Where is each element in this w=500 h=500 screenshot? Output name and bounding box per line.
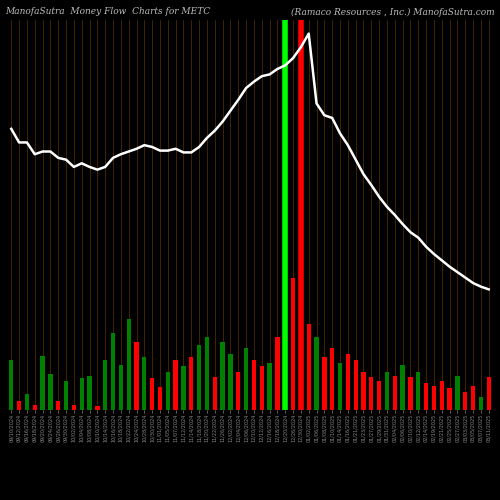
Bar	[385, 372, 389, 410]
Bar	[463, 392, 468, 410]
Bar	[111, 333, 115, 410]
Bar	[166, 372, 170, 410]
Bar	[408, 378, 412, 410]
Bar	[291, 278, 295, 410]
Bar	[150, 378, 154, 410]
Bar	[283, 292, 288, 410]
Bar	[268, 363, 272, 410]
Text: (Ramaco Resources , Inc.) ManofaSutra.com: (Ramaco Resources , Inc.) ManofaSutra.co…	[292, 8, 495, 16]
Bar	[244, 348, 248, 410]
Bar	[134, 342, 138, 410]
Bar	[314, 338, 318, 410]
Bar	[95, 406, 100, 410]
Bar	[40, 356, 44, 410]
Bar	[440, 381, 444, 410]
Bar	[369, 378, 374, 410]
Bar	[338, 363, 342, 410]
Bar	[362, 372, 366, 410]
Bar	[212, 378, 217, 410]
Bar	[182, 366, 186, 410]
Bar	[32, 406, 37, 410]
Bar	[228, 354, 232, 410]
Bar	[322, 358, 326, 410]
Bar	[346, 354, 350, 410]
Bar	[416, 372, 420, 410]
Bar	[260, 366, 264, 410]
Bar	[197, 344, 202, 410]
Bar	[236, 372, 240, 410]
Bar	[48, 374, 52, 410]
Bar	[471, 386, 475, 410]
Bar	[377, 381, 382, 410]
Bar	[275, 338, 280, 410]
Bar	[142, 358, 146, 410]
Bar	[220, 342, 225, 410]
Bar	[72, 406, 76, 410]
Bar	[456, 376, 460, 410]
Bar	[400, 364, 405, 410]
Bar	[298, 292, 303, 410]
Bar	[25, 394, 29, 410]
Bar	[64, 381, 68, 410]
Bar	[252, 360, 256, 410]
Bar	[126, 320, 131, 410]
Bar	[9, 360, 14, 410]
Bar	[424, 383, 428, 410]
Bar	[189, 358, 194, 410]
Bar	[479, 398, 483, 410]
Bar	[174, 360, 178, 410]
Bar	[448, 388, 452, 410]
Bar	[354, 360, 358, 410]
Bar	[330, 348, 334, 410]
Bar	[306, 324, 311, 410]
Bar	[103, 360, 108, 410]
Bar	[486, 378, 491, 410]
Bar	[56, 401, 60, 410]
Text: ManofaSutra  Money Flow  Charts for METC: ManofaSutra Money Flow Charts for METC	[5, 8, 210, 16]
Bar	[432, 386, 436, 410]
Bar	[80, 378, 84, 410]
Bar	[158, 388, 162, 410]
Bar	[205, 338, 209, 410]
Bar	[392, 376, 397, 410]
Bar	[17, 401, 21, 410]
Bar	[118, 364, 123, 410]
Bar	[88, 376, 92, 410]
